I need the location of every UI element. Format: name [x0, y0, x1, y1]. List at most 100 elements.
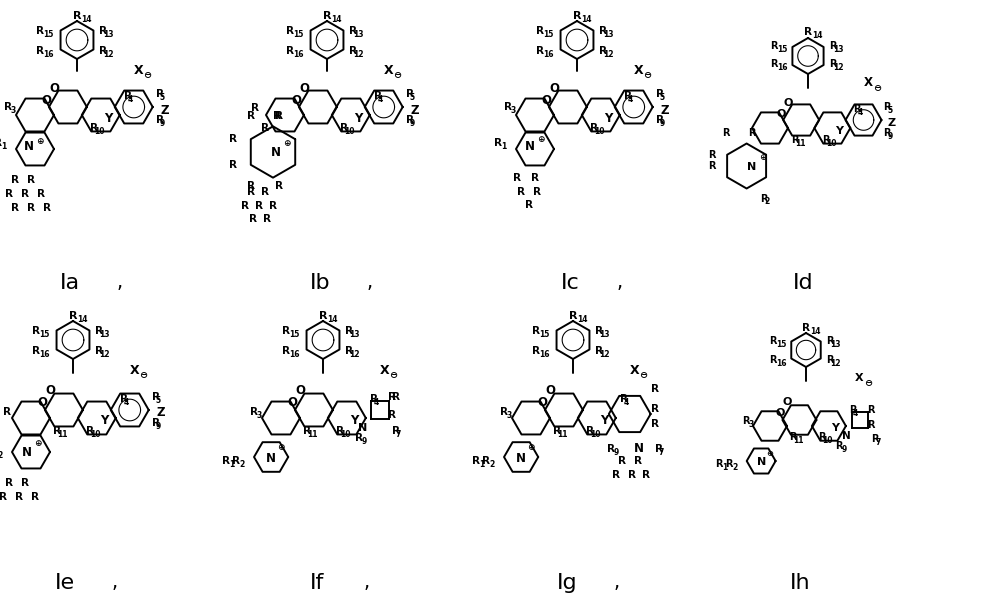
Text: 2: 2 [0, 451, 2, 460]
Text: Y: Y [105, 111, 113, 124]
Text: R: R [21, 189, 29, 199]
Text: R: R [599, 26, 607, 36]
Text: R: R [261, 123, 269, 133]
Text: R: R [651, 384, 659, 394]
Text: R: R [770, 59, 778, 69]
Text: 15: 15 [289, 330, 299, 339]
Text: 16: 16 [776, 359, 786, 368]
Text: 3: 3 [11, 106, 16, 115]
Text: X: X [634, 63, 644, 77]
Text: R: R [791, 135, 798, 145]
Text: Z: Z [660, 103, 669, 117]
Text: R: R [826, 336, 834, 346]
Text: R: R [634, 456, 642, 466]
Text: R: R [835, 441, 842, 451]
Text: 14: 14 [331, 15, 342, 24]
Text: 4: 4 [628, 94, 633, 103]
Text: N: N [747, 162, 756, 172]
Text: 5: 5 [660, 93, 665, 102]
Text: R: R [595, 326, 603, 336]
Text: 4: 4 [374, 398, 379, 407]
Text: 9: 9 [660, 119, 665, 129]
Text: R: R [0, 138, 2, 148]
Text: 12: 12 [830, 359, 840, 368]
Text: R: R [590, 123, 598, 133]
Text: R: R [250, 407, 258, 417]
Text: R: R [303, 426, 311, 435]
Text: 11: 11 [557, 429, 568, 438]
Text: 16: 16 [777, 63, 788, 72]
Text: R: R [31, 492, 39, 502]
Text: 15: 15 [777, 45, 787, 54]
Text: R: R [586, 426, 594, 435]
Text: R: R [818, 432, 826, 442]
Text: 9: 9 [160, 119, 165, 129]
Text: R: R [255, 201, 263, 210]
Text: R: R [11, 175, 19, 185]
Text: R: R [247, 111, 255, 121]
Text: R: R [269, 201, 277, 210]
Text: R: R [229, 134, 237, 144]
Text: R: R [500, 407, 508, 417]
Text: N: N [634, 443, 644, 456]
Text: R: R [156, 115, 164, 126]
Text: Z: Z [156, 407, 165, 420]
Text: 12: 12 [353, 50, 364, 59]
Text: R: R [770, 336, 777, 346]
Text: R: R [73, 11, 81, 21]
Text: ⊕: ⊕ [767, 448, 774, 457]
Text: R: R [822, 135, 830, 145]
Text: R: R [573, 11, 581, 21]
Text: 10: 10 [594, 127, 604, 136]
Text: 13: 13 [353, 30, 364, 39]
Text: O: O [287, 396, 297, 410]
Text: R: R [3, 407, 11, 417]
Text: O: O [45, 385, 55, 398]
Text: ⊖: ⊖ [643, 70, 651, 80]
Text: R: R [232, 456, 240, 466]
Text: R: R [0, 492, 7, 502]
Text: R: R [249, 213, 257, 224]
Text: Z: Z [887, 118, 896, 128]
Text: N: N [757, 457, 766, 467]
Text: R: R [241, 201, 249, 210]
Text: R: R [392, 426, 400, 435]
Text: R: R [345, 326, 353, 336]
Text: R: R [532, 346, 540, 356]
Text: 12: 12 [833, 63, 844, 72]
Text: ⊕: ⊕ [36, 136, 44, 145]
Text: R: R [36, 46, 44, 56]
Text: O: O [541, 94, 551, 108]
Text: 4: 4 [124, 398, 129, 407]
Text: R: R [37, 189, 45, 199]
Text: 16: 16 [293, 50, 304, 59]
Text: O: O [41, 94, 51, 108]
Text: ,: , [117, 273, 123, 292]
Text: R: R [32, 346, 40, 356]
Text: R: R [370, 393, 378, 404]
Text: 14: 14 [812, 31, 822, 40]
Text: Ie: Ie [55, 573, 75, 593]
Text: R: R [517, 187, 525, 197]
Text: R: R [5, 478, 13, 488]
Text: 2: 2 [765, 197, 770, 206]
Text: 11: 11 [57, 429, 68, 438]
Text: ⊖: ⊖ [639, 370, 647, 380]
Text: R: R [607, 444, 615, 454]
Text: 1: 1 [479, 460, 484, 469]
Text: R: R [726, 459, 733, 469]
Text: R: R [708, 161, 716, 171]
Text: R: R [868, 420, 875, 430]
Text: R: R [770, 41, 778, 51]
Text: 1: 1 [1, 142, 6, 151]
Text: R: R [69, 311, 77, 321]
Text: R: R [656, 115, 664, 126]
Text: Y: Y [101, 414, 109, 428]
Text: ⊕: ⊕ [277, 444, 285, 453]
Text: 5: 5 [410, 93, 415, 102]
Text: 16: 16 [43, 50, 54, 59]
Text: O: O [299, 81, 309, 94]
Text: R: R [345, 346, 353, 356]
Text: R: R [229, 160, 237, 170]
Text: R: R [716, 459, 723, 469]
